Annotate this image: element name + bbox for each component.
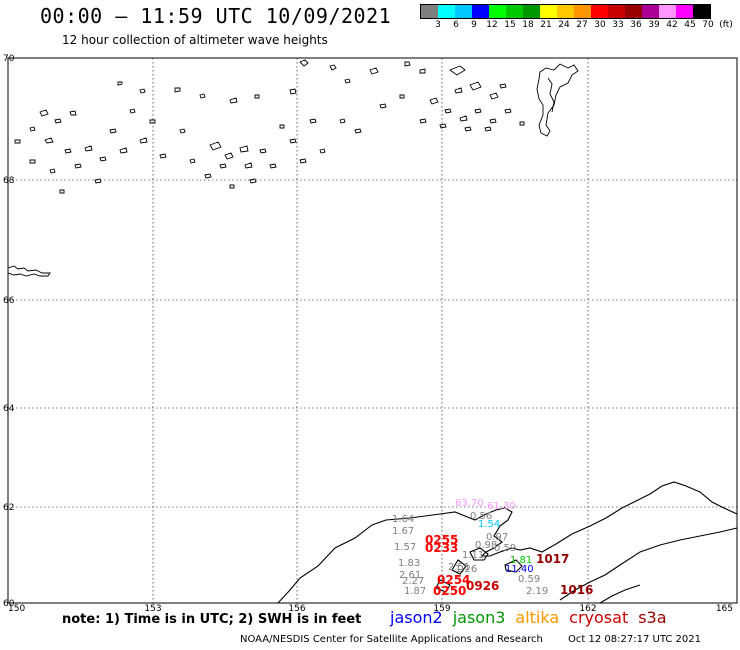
satellite-s3a: s3a [638,608,667,627]
wave-height-label: 1.26 [455,564,477,575]
latitude-tick-label: 70 [3,54,15,64]
wave-height-label: 2.27 [402,576,424,587]
map-subtitle: 12 hour collection of altimeter wave hei… [62,33,328,47]
legend-color-cell [693,5,710,18]
wave-height-label: 1.54 [478,519,500,530]
legend-label: 9 [471,20,477,30]
wave-height-label: 1017 [536,552,569,566]
legend-label: 45 [684,20,696,30]
legend-label: 70 [702,20,714,30]
latitude-tick-label: 68 [3,176,15,186]
latitude-tick-label: 66 [3,296,15,306]
legend-color-cell [642,5,659,18]
axis-labels: 150 153 156 159 162 165 70 68 66 64 62 60 [3,54,733,614]
legend-color-cell [472,5,489,18]
latitude-tick-label: 62 [3,503,14,513]
legend-label: 33 [612,20,624,30]
wave-height-label: 1.83 [398,558,420,569]
color-legend: 3 6 9 12 15 18 21 24 27 30 33 36 39 42 45 70 (ft) [420,4,733,31]
legend-color-bar [420,4,711,19]
legend-color-cell [574,5,591,18]
wave-height-label: 1.64 [392,514,414,525]
river-coastline [536,63,579,137]
legend-label: 15 [504,20,516,30]
wave-height-label: 2.61 [399,570,421,581]
credit-line: NOAA/NESDIS Center for Satellite Applica… [240,634,701,645]
wave-height-label: 0926 [466,579,499,593]
wave-height-label: 1.67 [392,526,414,537]
wave-height-label: 11.40 [505,564,534,575]
wave-height-label: 1016 [560,583,593,597]
longitude-tick-label: 165 [716,604,733,614]
legend-color-cell [523,5,540,18]
longitude-tick-label: 156 [288,604,305,614]
legend-label: 6 [453,20,459,30]
legend-label: 3 [435,20,441,30]
wave-height-label: 0.59 [494,543,516,554]
map-title: 00:00 – 11:59 UTC 10/09/2021 [40,4,392,28]
legend-label: 12 [486,20,498,30]
legend-color-cell [455,5,472,18]
longitude-tick-label: 162 [579,604,596,614]
legend-color-cell [591,5,608,18]
wave-height-label: 0.59 [518,574,540,585]
legend-color-cell [489,5,506,18]
wave-height-label: 1.87 [404,586,426,597]
wave-height-label: 61.30 [487,501,516,512]
legend-color-cell [438,5,455,18]
credit-text: NOAA/NESDIS Center for Satellite Applica… [240,634,543,645]
legend-color-cell [676,5,693,18]
latitude-tick-label: 60 [3,599,15,609]
wave-height-label: 1.57 [394,542,416,553]
legend-label: 18 [522,20,534,30]
wave-height-label: 0.98 [475,540,497,551]
satellite-cryosat: cryosat [569,608,629,627]
wave-height-label: 0233 [425,541,458,555]
okhotsk-coastline [277,481,738,604]
legend-label: 27 [576,20,588,30]
tundra-lakes [7,59,525,277]
legend-color-cell [421,5,438,18]
satellite-jason3: jason3 [452,608,506,627]
wave-height-label: 0.56 [470,511,492,522]
longitude-tick-label: 159 [433,604,450,614]
wave-height-label: 0254 [437,573,470,587]
legend-label: 21 [540,20,552,30]
footer-note: note: 1) Time is in UTC; 2) SWH is in fe… [62,612,362,627]
legend-label: 24 [558,20,570,30]
latitude-tick-label: 64 [3,404,15,414]
wave-height-label: 2.51 [448,562,470,573]
satellite-altika: altika [515,608,560,627]
satellite-legend: jason2 jason3 altika cryosat s3a [390,608,677,627]
legend-label: 30 [594,20,606,30]
wave-height-label: 1.11 [462,550,484,561]
legend-label: 42 [666,20,678,30]
legend-label: 39 [648,20,660,30]
legend-color-cell [608,5,625,18]
legend-color-cell [540,5,557,18]
lat-lon-grid [8,58,737,603]
wave-height-label: 0.97 [486,532,508,543]
map-frame [7,57,738,604]
wave-height-labels: 63.70 61.300.561.64 1.541.671.570.970.981.… [392,498,593,598]
credit-timestamp: Oct 12 08:27:17 UTC 2021 [568,634,701,645]
longitude-tick-label: 153 [144,604,161,614]
satellite-jason2: jason2 [390,608,443,627]
wave-height-label: 63.70 [455,498,484,509]
wave-height-label: 2.19 [526,586,548,597]
legend-labels: 3 6 9 12 15 18 21 24 27 30 33 36 39 42 45 70 (ft) [420,19,733,31]
legend-unit: (ft) [719,20,733,30]
legend-color-cell [557,5,574,18]
wave-height-label: 1.81 [510,555,532,566]
legend-label: 36 [630,20,642,30]
wave-height-label: 0255 [425,533,458,547]
longitude-tick-label: 150 [8,604,25,614]
legend-color-cell [506,5,523,18]
legend-color-cell [625,5,642,18]
legend-color-cell [659,5,676,18]
wave-height-label: 0250 [433,584,466,598]
